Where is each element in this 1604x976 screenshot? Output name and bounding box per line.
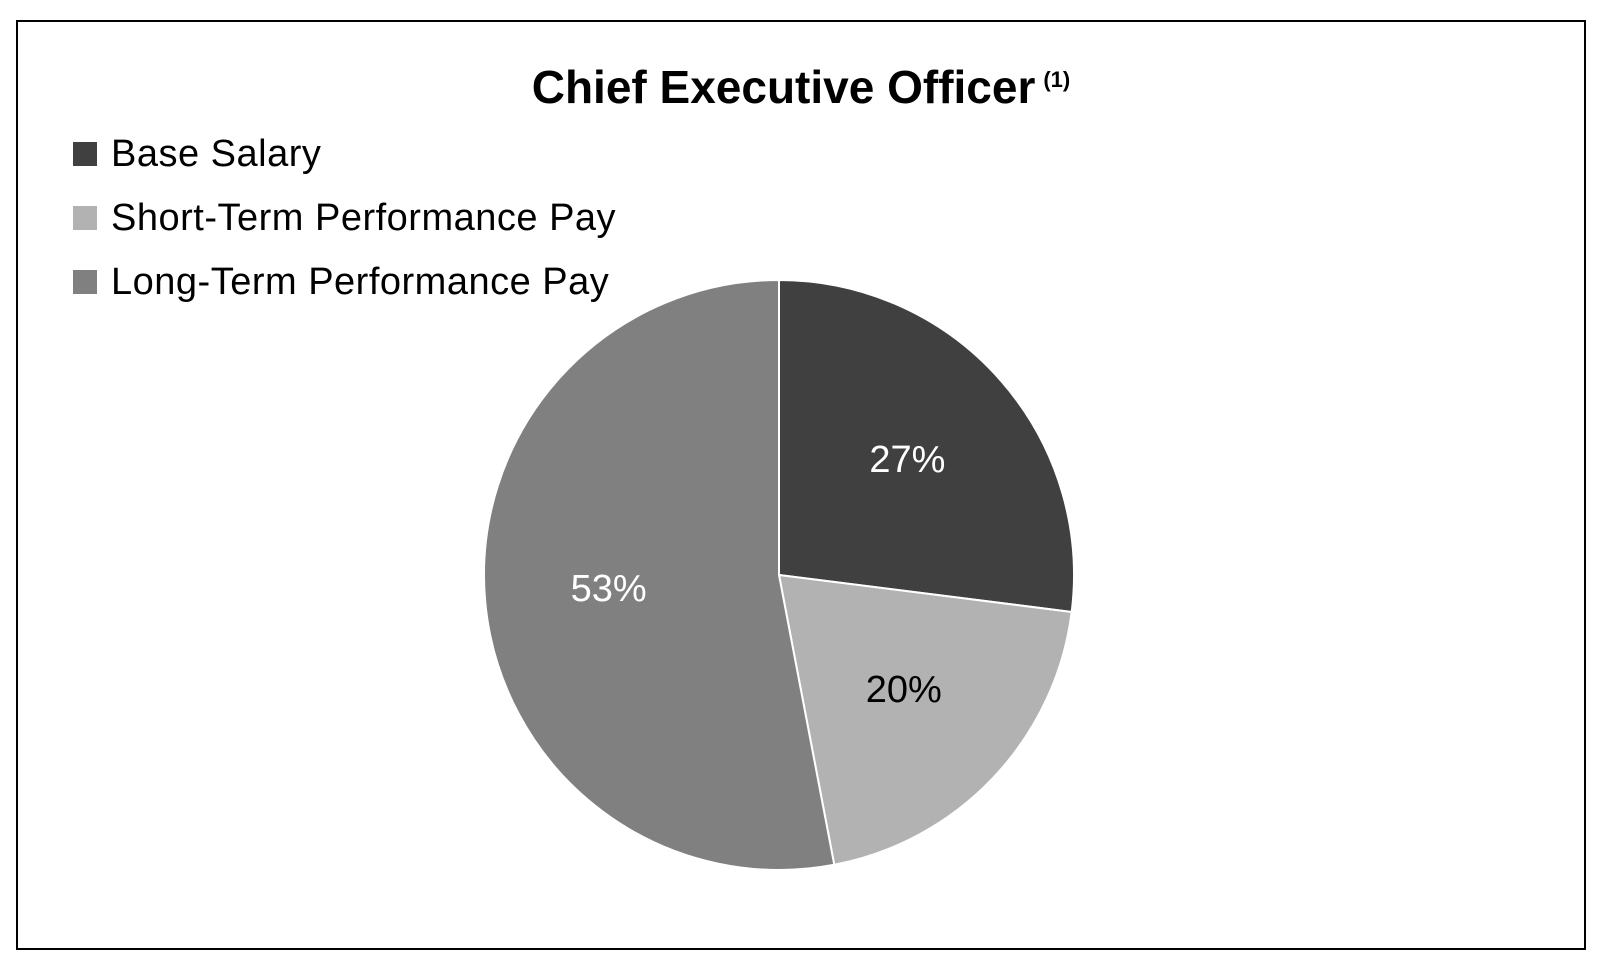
- chart-title-text: Chief Executive Officer: [531, 61, 1036, 113]
- legend-label-short-term: Short-Term Performance Pay: [111, 196, 617, 239]
- pie-slice-short-term-performance-pay: [777, 573, 1073, 866]
- pie-data-label-base-salary: 27%: [869, 439, 945, 481]
- chart-title-footnote: (1): [1043, 66, 1071, 92]
- pie-slice-base-salary: [778, 278, 1075, 614]
- legend-swatch-short-term: [73, 206, 97, 230]
- legend-label-base-salary: Base Salary: [111, 132, 322, 175]
- pie-data-label-long-term-performance-pay: 53%: [571, 568, 647, 610]
- pie-data-label-short-term-performance-pay: 20%: [866, 669, 942, 711]
- legend-label-long-term: Long-Term Performance Pay: [111, 260, 610, 303]
- legend-item-base-salary: Base Salary: [73, 122, 616, 186]
- legend-swatch-long-term: [73, 270, 97, 294]
- pie-slice-long-term-performance-pay: [483, 278, 836, 871]
- legend-item-short-term: Short-Term Performance Pay: [73, 186, 616, 250]
- legend-swatch-base-salary: [73, 142, 97, 166]
- chart-title: Chief Executive Officer (1): [18, 60, 1584, 114]
- chart-legend: Base Salary Short-Term Performance Pay L…: [73, 122, 616, 314]
- legend-item-long-term: Long-Term Performance Pay: [73, 250, 616, 314]
